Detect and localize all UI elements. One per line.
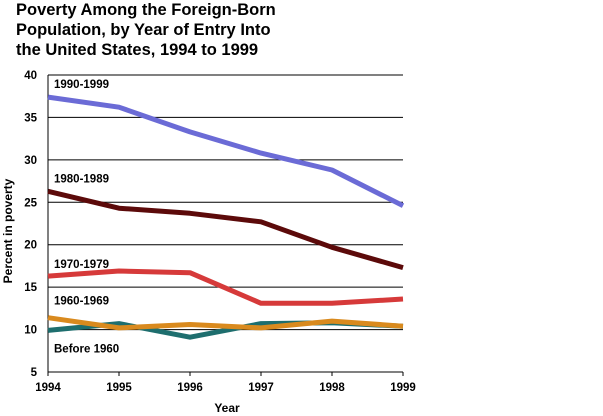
x-tick-label: 1998	[319, 382, 345, 394]
x-tick-label: 1999	[390, 382, 416, 394]
axes: 5 10 15 20 25 30 35 40 1994 1995 1996 1997 1998 1999	[24, 70, 416, 394]
chart-title-line-1: Poverty Among the Foreign-Born	[16, 1, 276, 19]
series-line-1960-1969	[47, 315, 404, 331]
x-tick-label: 1997	[248, 382, 274, 394]
y-tick-label: 30	[24, 155, 37, 167]
x-tick-label: 1994	[35, 382, 61, 394]
y-tick-label: 35	[24, 112, 37, 124]
y-tick-label: 5	[31, 367, 38, 379]
series-label-before-1960: Before 1960	[54, 343, 119, 355]
series-label-1960-1969: 1960-1969	[54, 296, 109, 308]
y-tick-label: 25	[24, 197, 37, 209]
x-axis-title: Year	[214, 401, 240, 415]
series-label-1990-1999: 1990-1999	[54, 79, 109, 91]
y-tick-label: 20	[24, 240, 37, 252]
y-tick-label: 40	[24, 70, 37, 82]
x-tick-label: 1995	[106, 382, 132, 394]
series-label-1980-1989: 1980-1989	[54, 173, 109, 185]
y-axis-title: Percent in poverty	[1, 178, 15, 283]
series-label-1970-1979: 1970-1979	[54, 259, 109, 271]
chart-title: Poverty Among the Foreign-Born Populatio…	[16, 0, 376, 60]
series-line-1990-1999	[47, 94, 405, 208]
x-tick-label: 1996	[177, 382, 203, 394]
series-line-1970-1979	[47, 268, 404, 306]
y-tick-label: 10	[24, 325, 37, 337]
chart-title-line-2: Population, by Year of Entry Into	[16, 21, 271, 39]
y-tick-label: 15	[24, 282, 37, 294]
series-line-1980-1989	[47, 188, 404, 271]
chart-title-line-3: the United States, 1994 to 1999	[16, 41, 259, 59]
series-lines	[47, 94, 405, 340]
series-labels: 1990-1999 1980-1989 1970-1979 1960-1969 Befo…	[54, 79, 119, 355]
